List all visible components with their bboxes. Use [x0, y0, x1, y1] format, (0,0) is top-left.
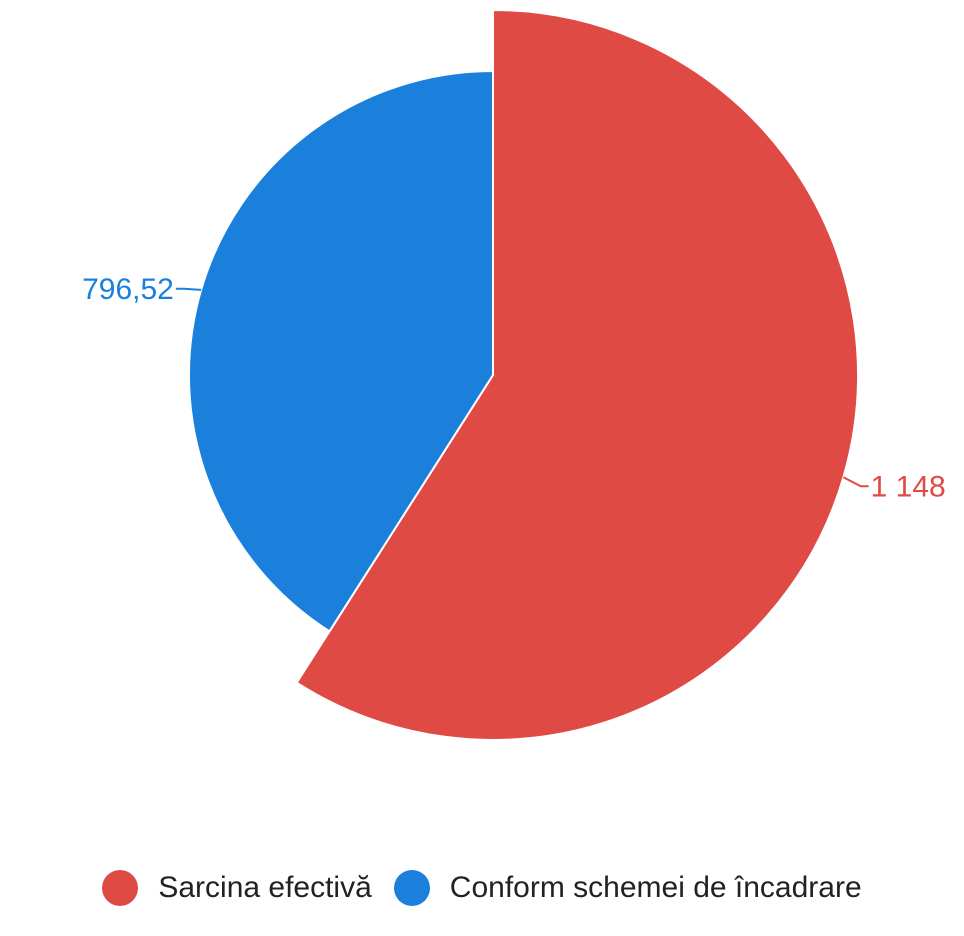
- leader-line-0: [842, 476, 869, 488]
- legend-swatch-blue-icon: [393, 870, 430, 906]
- data-label-1: 796,52: [82, 273, 174, 306]
- data-label-0: 1 148: [871, 470, 946, 503]
- legend-label: Conform schemei de încadrare: [449, 871, 862, 904]
- legend-swatch-red-icon: [102, 870, 139, 906]
- legend: Sarcina efectivă Conform schemei de înca…: [0, 860, 964, 916]
- legend-label: Sarcina efectivă: [158, 871, 372, 904]
- legend-item-sarcina-efectiva[interactable]: Sarcina efectivă: [102, 870, 372, 906]
- leader-line-1: [175, 287, 202, 291]
- legend-item-conform-schemei[interactable]: Conform schemei de încadrare: [393, 870, 862, 906]
